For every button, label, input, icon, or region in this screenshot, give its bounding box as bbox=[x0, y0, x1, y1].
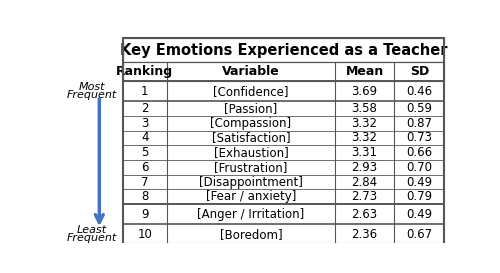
Bar bbox=[122, 130, 444, 145]
Bar bbox=[122, 38, 444, 62]
Text: Frequent: Frequent bbox=[66, 90, 116, 100]
Text: Frequent: Frequent bbox=[66, 233, 116, 243]
Bar bbox=[122, 81, 444, 101]
Text: 0.66: 0.66 bbox=[406, 146, 432, 159]
Text: [Passion]: [Passion] bbox=[224, 102, 278, 115]
Text: 0.49: 0.49 bbox=[406, 207, 432, 221]
Text: [Confidence]: [Confidence] bbox=[213, 85, 288, 97]
Text: 0.46: 0.46 bbox=[406, 85, 432, 97]
Text: [Boredom]: [Boredom] bbox=[220, 227, 282, 241]
Text: [Exhaustion]: [Exhaustion] bbox=[214, 146, 288, 159]
Text: 2.73: 2.73 bbox=[352, 190, 378, 203]
Bar bbox=[122, 175, 444, 189]
Text: 0.59: 0.59 bbox=[406, 102, 432, 115]
Bar bbox=[122, 101, 444, 116]
Text: 4: 4 bbox=[141, 131, 148, 144]
Text: [Satisfaction]: [Satisfaction] bbox=[212, 131, 290, 144]
Text: 3.58: 3.58 bbox=[352, 102, 378, 115]
Text: 2.93: 2.93 bbox=[352, 161, 378, 174]
Bar bbox=[122, 116, 444, 130]
Text: 9: 9 bbox=[141, 207, 148, 221]
Text: 7: 7 bbox=[141, 176, 148, 189]
Text: 3.31: 3.31 bbox=[352, 146, 378, 159]
Text: [Compassion]: [Compassion] bbox=[210, 117, 292, 130]
Text: Key Emotions Experienced as a Teacher: Key Emotions Experienced as a Teacher bbox=[120, 43, 447, 58]
Text: 3: 3 bbox=[141, 117, 148, 130]
Text: 8: 8 bbox=[141, 190, 148, 203]
Text: SD: SD bbox=[410, 65, 429, 78]
Text: 0.67: 0.67 bbox=[406, 227, 432, 241]
Text: 10: 10 bbox=[138, 227, 152, 241]
Text: Most: Most bbox=[78, 82, 105, 92]
Text: Least: Least bbox=[76, 225, 106, 235]
Text: 2.36: 2.36 bbox=[352, 227, 378, 241]
Text: 3.32: 3.32 bbox=[352, 117, 378, 130]
Text: Ranking: Ranking bbox=[116, 65, 173, 78]
Text: [Frustration]: [Frustration] bbox=[214, 161, 288, 174]
Text: [Disappointment]: [Disappointment] bbox=[199, 176, 303, 189]
Text: Mean: Mean bbox=[346, 65, 384, 78]
Bar bbox=[122, 204, 444, 224]
Bar bbox=[122, 224, 444, 244]
Text: 0.49: 0.49 bbox=[406, 176, 432, 189]
Text: [Anger / Irritation]: [Anger / Irritation] bbox=[198, 207, 304, 221]
Bar bbox=[122, 160, 444, 175]
Text: Variable: Variable bbox=[222, 65, 280, 78]
Bar bbox=[122, 189, 444, 204]
Bar bbox=[122, 62, 444, 81]
Text: 2.84: 2.84 bbox=[352, 176, 378, 189]
Text: 2: 2 bbox=[141, 102, 148, 115]
Text: 0.87: 0.87 bbox=[406, 117, 432, 130]
Text: 6: 6 bbox=[141, 161, 148, 174]
Bar bbox=[122, 38, 444, 244]
Text: [Fear / anxiety]: [Fear / anxiety] bbox=[206, 190, 296, 203]
Text: 0.79: 0.79 bbox=[406, 190, 432, 203]
Text: 3.69: 3.69 bbox=[352, 85, 378, 97]
Text: 0.73: 0.73 bbox=[406, 131, 432, 144]
Text: 1: 1 bbox=[141, 85, 148, 97]
Bar bbox=[122, 145, 444, 160]
Text: 5: 5 bbox=[141, 146, 148, 159]
Text: 0.70: 0.70 bbox=[406, 161, 432, 174]
Text: 2.63: 2.63 bbox=[352, 207, 378, 221]
Text: 3.32: 3.32 bbox=[352, 131, 378, 144]
